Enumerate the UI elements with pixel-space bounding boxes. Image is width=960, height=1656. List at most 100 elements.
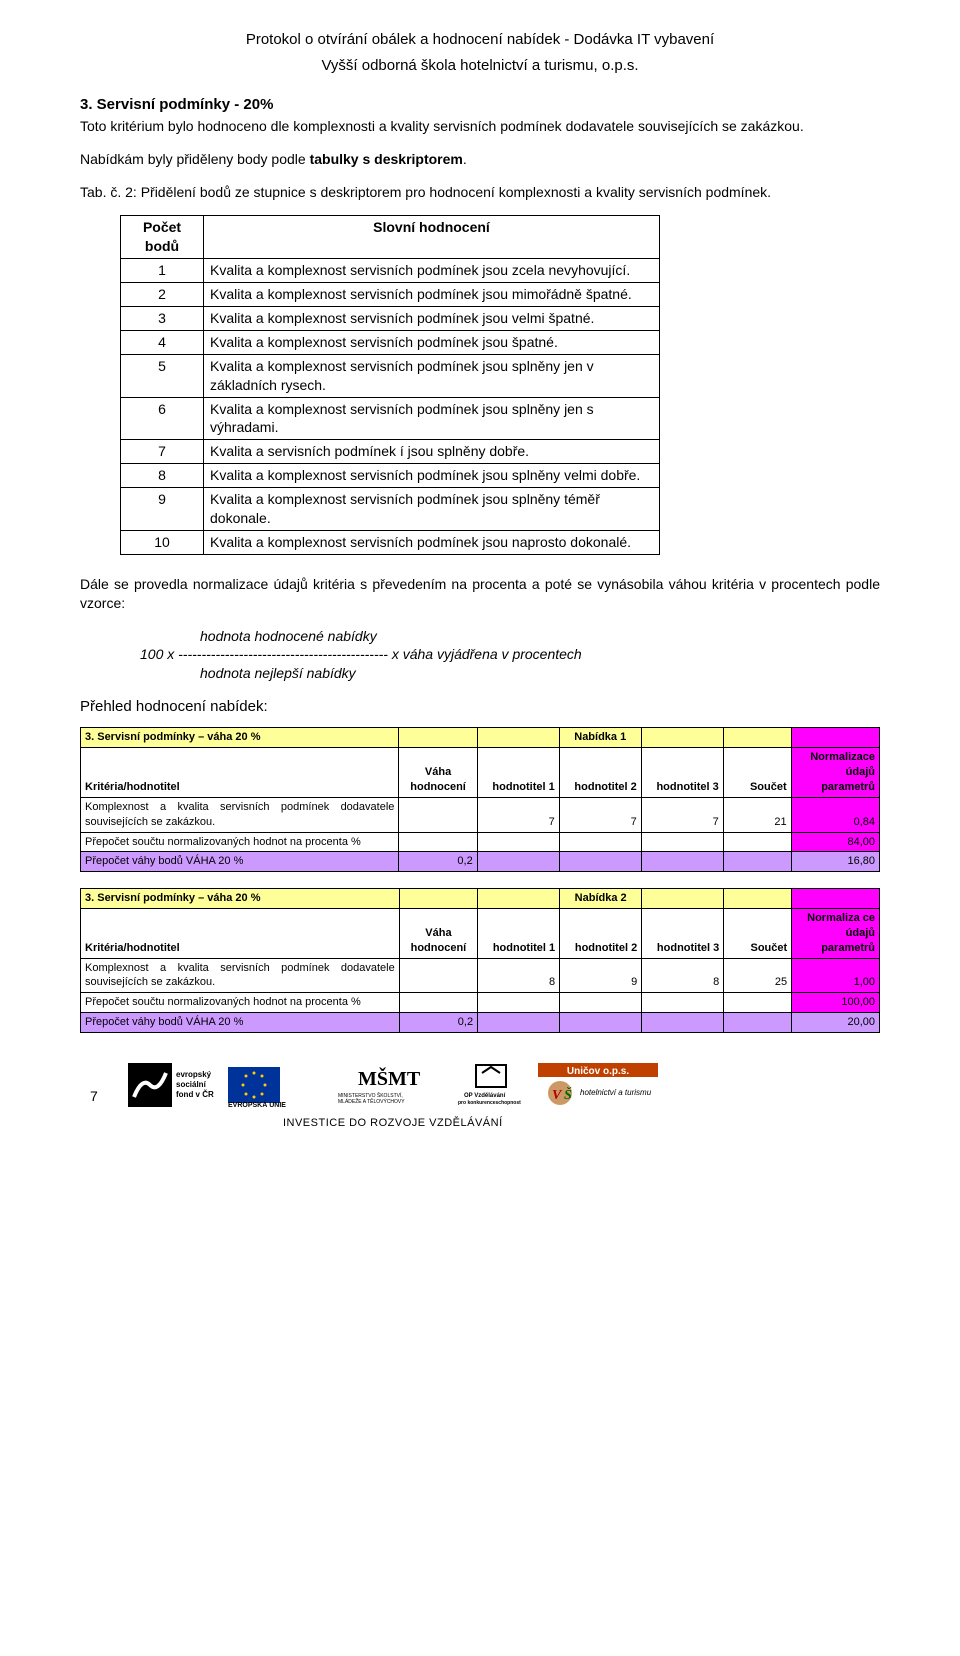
col-h3: hodnotitel 3 bbox=[641, 748, 723, 798]
col-h3: hodnotitel 3 bbox=[642, 909, 724, 959]
formula-top: hodnota hodnocené nabídky bbox=[200, 627, 880, 646]
col-norm: Normalizace údajů parametrů bbox=[791, 748, 879, 798]
cell bbox=[399, 832, 477, 852]
desc: Kvalita a komplexnost servisních podmíne… bbox=[204, 397, 660, 440]
table-caption: Tab. č. 2: Přidělení bodů ze stupnice s … bbox=[80, 183, 880, 202]
section-3-para1: Toto kritérium bylo hodnoceno dle komple… bbox=[80, 117, 880, 136]
section-3-title: 3. Servisní podmínky - 20% bbox=[80, 95, 880, 115]
v2: 9 bbox=[560, 958, 642, 993]
desc: Kvalita a komplexnost servisních podmíne… bbox=[204, 283, 660, 307]
footer-invest-text: INVESTICE DO ROZVOJE VZDĚLÁVÁNÍ bbox=[283, 1116, 503, 1131]
eval-table-1: 3. Servisní podmínky – váha 20 % Nabídka… bbox=[80, 727, 880, 872]
desc: Kvalita a komplexnost servisních podmíne… bbox=[204, 259, 660, 283]
msmt-logo-icon: MŠMT MINISTERSTVO ŠKOLSTVÍ, MLÁDEŽE A TĚ… bbox=[338, 1063, 448, 1112]
formula-bottom: hodnota nejlepší nabídky bbox=[200, 664, 880, 683]
cell bbox=[560, 1013, 642, 1033]
cell bbox=[399, 797, 477, 832]
vos-unicov-logo-icon: Uničov o.p.s. V Š hotelnictví a turismu bbox=[538, 1063, 658, 1112]
svg-text:Š: Š bbox=[564, 1086, 572, 1103]
pct: 84,00 bbox=[791, 832, 879, 852]
svg-text:sociální: sociální bbox=[176, 1080, 207, 1089]
v1: 8 bbox=[478, 958, 560, 993]
cell bbox=[399, 993, 477, 1013]
pts: 4 bbox=[121, 330, 204, 354]
row-prepocet: Přepočet součtu normalizovaných hodnot n… bbox=[81, 993, 400, 1013]
desc: Kvalita a komplexnost servisních podmíne… bbox=[204, 530, 660, 554]
row-vaha: Přepočet váhy bodů VÁHA 20 % bbox=[81, 852, 399, 872]
norm: 1,00 bbox=[792, 958, 880, 993]
eval1-nabidka: Nabídka 1 bbox=[559, 728, 641, 748]
cell bbox=[724, 1013, 792, 1033]
cell bbox=[399, 728, 477, 748]
row-prepocet: Přepočet součtu normalizovaných hodnot n… bbox=[81, 832, 399, 852]
table-row: 2Kvalita a komplexnost servisních podmín… bbox=[121, 283, 660, 307]
eval1-title: 3. Servisní podmínky – váha 20 % bbox=[81, 728, 399, 748]
scoring-col-points: Počet bodů bbox=[121, 216, 204, 259]
para2-bold: tabulky s deskriptorem bbox=[310, 151, 463, 167]
row-vaha: Přepočet váhy bodů VÁHA 20 % bbox=[81, 1013, 400, 1033]
svg-text:EVROPSKÁ UNIE: EVROPSKÁ UNIE bbox=[228, 1100, 286, 1107]
v3: 8 bbox=[642, 958, 724, 993]
cell bbox=[642, 993, 724, 1013]
desc: Kvalita a komplexnost servisních podmíne… bbox=[204, 306, 660, 330]
svg-text:fond v ČR: fond v ČR bbox=[176, 1090, 214, 1099]
desc: Kvalita a komplexnost servisních podmíne… bbox=[204, 488, 660, 531]
table-row: 8Kvalita a komplexnost servisních podmín… bbox=[121, 464, 660, 488]
table-row: 5Kvalita a komplexnost servisních podmín… bbox=[121, 354, 660, 397]
col-kriteria: Kritéria/hodnotitel bbox=[81, 748, 399, 798]
vaha-in: 0,2 bbox=[399, 852, 477, 872]
norm: 0,84 bbox=[791, 797, 879, 832]
pts: 9 bbox=[121, 488, 204, 531]
desc: Kvalita a komplexnost servisních podmíne… bbox=[204, 354, 660, 397]
page-footer: 7 evropský sociální fond v ČR bbox=[80, 1063, 880, 1131]
eu-flag-icon: EVROPSKÁ UNIE bbox=[228, 1063, 328, 1112]
col-h2: hodnotitel 2 bbox=[560, 909, 642, 959]
cell bbox=[477, 832, 559, 852]
cell bbox=[477, 728, 559, 748]
cell bbox=[792, 889, 880, 909]
col-soucet: Součet bbox=[724, 909, 792, 959]
scoring-col-desc: Slovní hodnocení bbox=[204, 216, 660, 259]
cell bbox=[641, 852, 723, 872]
pts: 6 bbox=[121, 397, 204, 440]
soucet: 21 bbox=[723, 797, 791, 832]
cell bbox=[723, 728, 791, 748]
col-vaha: Váha hodnocení bbox=[399, 909, 477, 959]
desc: Kvalita a servisních podmínek í jsou spl… bbox=[204, 440, 660, 464]
cell bbox=[642, 889, 724, 909]
page-container: Protokol o otvírání obálek a hodnocení n… bbox=[40, 0, 920, 1151]
cell bbox=[399, 889, 477, 909]
cell bbox=[560, 993, 642, 1013]
v1: 7 bbox=[477, 797, 559, 832]
pts: 7 bbox=[121, 440, 204, 464]
vaha-out: 20,00 bbox=[792, 1013, 880, 1033]
cell bbox=[641, 832, 723, 852]
cell bbox=[478, 889, 560, 909]
table-row: 3Kvalita a komplexnost servisních podmín… bbox=[121, 306, 660, 330]
para2-prefix: Nabídkám byly přiděleny body podle bbox=[80, 151, 310, 167]
vaha-in: 0,2 bbox=[399, 1013, 477, 1033]
para2-suffix: . bbox=[463, 151, 467, 167]
svg-text:MINISTERSTVO ŠKOLSTVÍ,: MINISTERSTVO ŠKOLSTVÍ, bbox=[338, 1092, 403, 1099]
unicov-label: Uničov o.p.s. bbox=[567, 1066, 629, 1077]
col-soucet: Součet bbox=[723, 748, 791, 798]
desc: Kvalita a komplexnost servisních podmíne… bbox=[204, 330, 660, 354]
eval-table-2: 3. Servisní podmínky – váha 20 % Nabídka… bbox=[80, 888, 880, 1033]
col-kriteria: Kritéria/hodnotitel bbox=[81, 909, 400, 959]
col-vaha: Váha hodnocení bbox=[399, 748, 477, 798]
pts: 10 bbox=[121, 530, 204, 554]
formula-100x: 100 x bbox=[140, 646, 178, 662]
cell bbox=[478, 993, 560, 1013]
soucet: 25 bbox=[724, 958, 792, 993]
table-row: 7Kvalita a servisních podmínek í jsou sp… bbox=[121, 440, 660, 464]
formula-mid: 100 x ----------------------------------… bbox=[140, 645, 880, 664]
doc-header-line2: Vyšší odborná škola hotelnictví a turism… bbox=[80, 56, 880, 76]
table-row: 10Kvalita a komplexnost servisních podmí… bbox=[121, 530, 660, 554]
logo-row: evropský sociální fond v ČR EVROPSKÁ UNI… bbox=[128, 1063, 658, 1112]
cell bbox=[477, 852, 559, 872]
cell bbox=[724, 993, 792, 1013]
desc: Kvalita a komplexnost servisních podmíne… bbox=[204, 464, 660, 488]
col-h1: hodnotitel 1 bbox=[477, 748, 559, 798]
overview-title: Přehled hodnocení nabídek: bbox=[80, 697, 880, 717]
scoring-table: Počet bodů Slovní hodnocení 1Kvalita a k… bbox=[120, 215, 660, 554]
